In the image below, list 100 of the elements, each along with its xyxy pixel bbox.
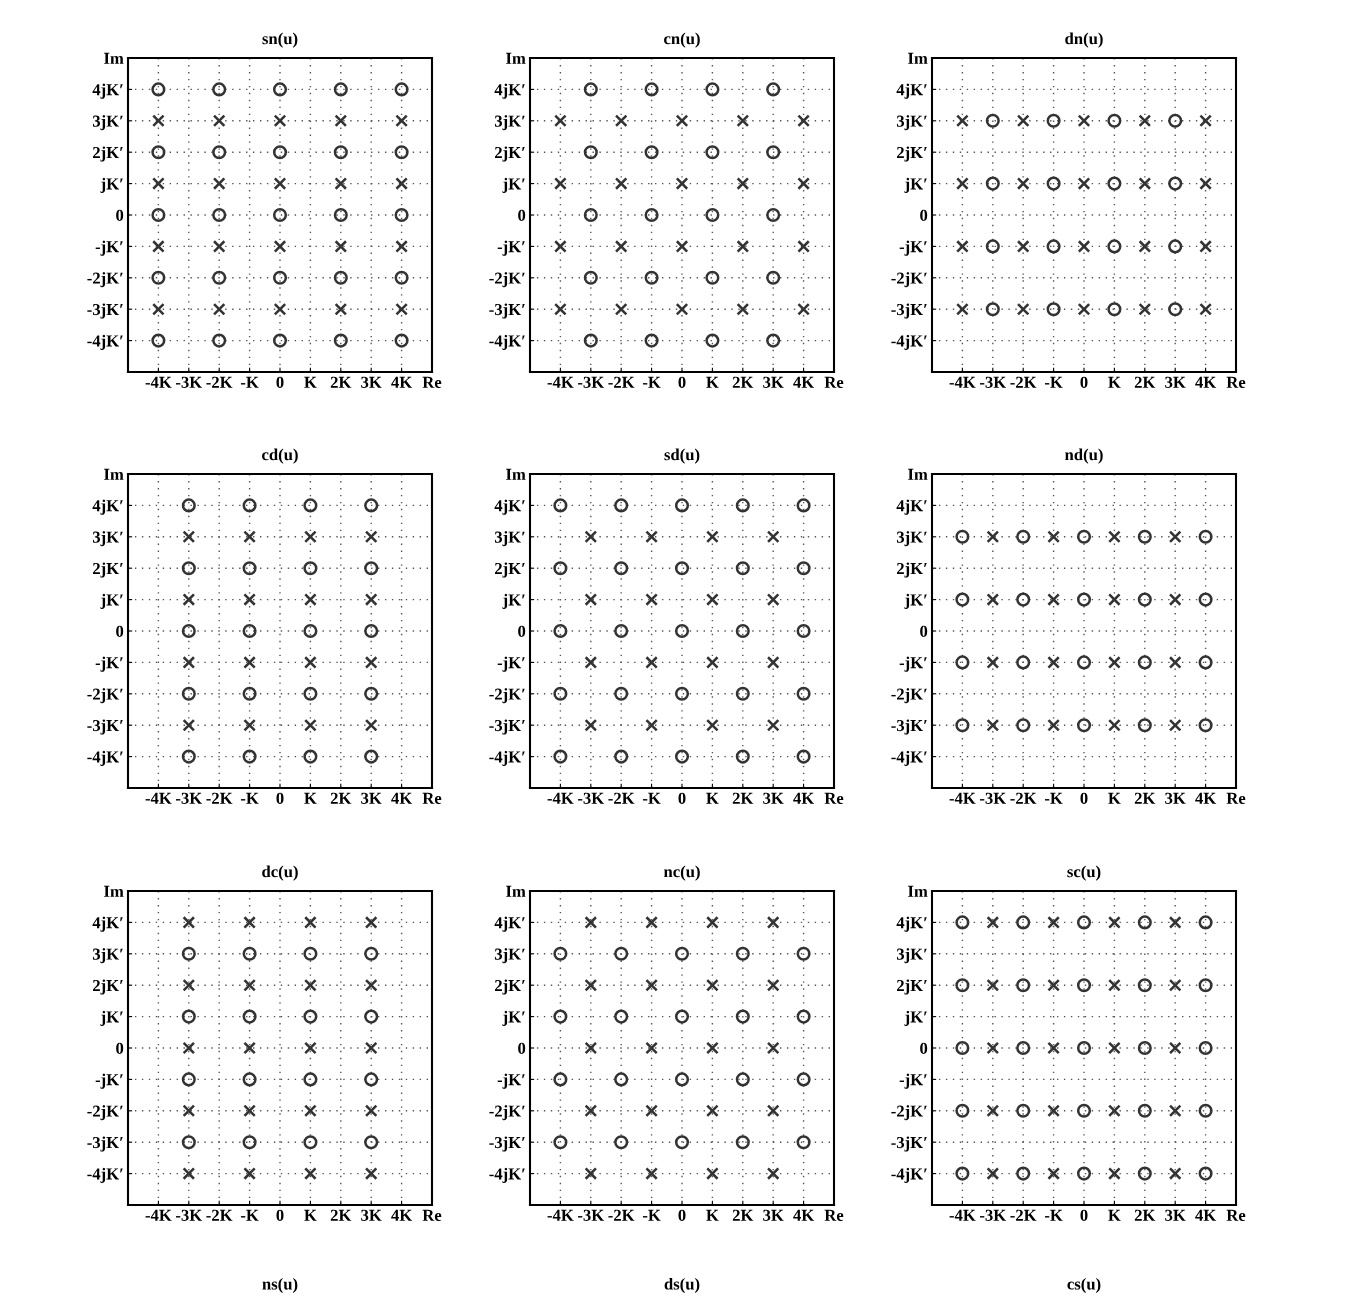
x-tick-label: -2K	[206, 376, 233, 388]
y-tick-label: -jK′	[899, 240, 927, 256]
y-tick-label: 3jK′	[92, 948, 123, 964]
y-tick-label: 4jK′	[494, 916, 525, 932]
x-tick-label: Re	[1226, 1209, 1246, 1221]
y-tick-label: 4jK′	[896, 83, 927, 99]
x-tick-label: K	[706, 376, 719, 388]
x-tick-label: 4K	[793, 1209, 815, 1221]
y-tick-label: 4jK′	[896, 499, 927, 515]
x-tick-label: 0	[1080, 792, 1088, 804]
y-tick-label: -2jK′	[87, 272, 123, 288]
x-tick-label: Re	[422, 376, 442, 388]
x-tick-label: 0	[1080, 376, 1088, 388]
y-tick-label: 3jK′	[92, 115, 123, 131]
chart-title: sc(u)	[1067, 865, 1101, 881]
y-tick-label: -jK′	[497, 240, 525, 256]
x-tick-label: K	[304, 376, 317, 388]
y-tick-label: 3jK′	[92, 531, 123, 547]
x-tick-label: -4K	[145, 1209, 172, 1221]
chart-title: dn(u)	[1065, 32, 1103, 48]
y-tick-label: -2jK′	[891, 688, 927, 704]
x-tick-label: 0	[678, 1209, 686, 1221]
text: ds(u)	[664, 1277, 700, 1293]
chart-title: cd(u)	[262, 448, 298, 464]
y-tick-label: 2jK′	[93, 562, 123, 578]
x-tick-label: 0	[276, 1209, 284, 1221]
y-tick-label: 0	[116, 625, 124, 637]
x-tick-label: K	[706, 792, 719, 804]
y-tick-label: -jK′	[497, 1073, 525, 1089]
y-tick-label: jK′	[502, 1010, 525, 1026]
y-tick-label: -4jK′	[489, 1167, 525, 1183]
x-tick-label: 3K	[361, 376, 382, 388]
x-tick-label: -4K	[949, 792, 976, 804]
x-tick-label: -2K	[1010, 1209, 1037, 1221]
y-tick-label: jK′	[502, 593, 525, 609]
x-tick-label: 2K	[732, 1209, 754, 1221]
y-tick-label: -jK′	[95, 240, 123, 256]
y-tick-label: -4jK′	[489, 334, 525, 350]
x-tick-label: 3K	[1165, 792, 1186, 804]
x-tick-label: 2K	[330, 376, 352, 388]
y-tick-label: Im	[908, 52, 928, 64]
y-tick-label: Im	[506, 468, 526, 480]
x-tick-label: 0	[1080, 1209, 1088, 1221]
x-tick-label: Re	[824, 792, 844, 804]
y-tick-label: 4jK′	[896, 916, 927, 932]
x-tick-label: 4K	[1195, 1209, 1217, 1221]
x-tick-label: 4K	[391, 1209, 413, 1221]
y-tick-label: 2jK′	[495, 146, 525, 162]
y-tick-label: 0	[518, 625, 526, 637]
x-tick-label: 3K	[763, 376, 784, 388]
y-tick-label: 0	[920, 209, 928, 221]
x-tick-label: 4K	[391, 792, 413, 804]
x-tick-label: -3K	[175, 792, 203, 804]
y-tick-label: 0	[920, 1042, 928, 1054]
x-tick-label: K	[304, 1209, 317, 1221]
y-tick-label: 2jK′	[897, 146, 927, 162]
y-tick-label: -3jK′	[87, 1136, 123, 1152]
x-tick-label: -4K	[547, 376, 574, 388]
y-tick-label: -3jK′	[891, 1136, 927, 1152]
x-tick-label: -4K	[547, 1209, 574, 1221]
x-tick-label: 0	[276, 792, 284, 804]
y-tick-label: -3jK′	[891, 303, 927, 319]
y-tick-label: -jK′	[899, 656, 927, 672]
y-tick-label: 4jK′	[494, 83, 525, 99]
x-tick-label: 3K	[1165, 1209, 1186, 1221]
y-tick-label: Im	[104, 52, 124, 64]
y-tick-label: -4jK′	[489, 750, 525, 766]
y-tick-label: -3jK′	[489, 1136, 525, 1152]
y-tick-label: 2jK′	[897, 979, 927, 995]
x-tick-label: -2K	[206, 792, 233, 804]
x-tick-label: -4K	[949, 1209, 976, 1221]
x-tick-label: -K	[240, 376, 259, 388]
x-tick-label: -2K	[1010, 376, 1037, 388]
x-tick-label: -4K	[145, 376, 172, 388]
x-tick-label: -3K	[175, 1209, 203, 1221]
x-tick-label: -3K	[979, 1209, 1007, 1221]
y-tick-label: 3jK′	[896, 531, 927, 547]
y-tick-label: Im	[506, 52, 526, 64]
y-tick-label: -3jK′	[489, 303, 525, 319]
y-tick-label: jK′	[100, 177, 123, 193]
x-tick-label: 3K	[361, 792, 382, 804]
x-tick-label: 0	[678, 376, 686, 388]
y-tick-label: 3jK′	[896, 948, 927, 964]
x-tick-label: -3K	[577, 1209, 605, 1221]
x-tick-label: 2K	[1134, 1209, 1156, 1221]
y-tick-label: -3jK′	[87, 303, 123, 319]
x-tick-label: -3K	[175, 376, 203, 388]
y-tick-label: jK′	[904, 177, 927, 193]
x-tick-label: K	[1108, 792, 1121, 804]
x-tick-label: -2K	[608, 792, 635, 804]
x-tick-label: 4K	[793, 376, 815, 388]
x-tick-label: Re	[1226, 792, 1246, 804]
y-tick-label: -3jK′	[891, 719, 927, 735]
y-tick-label: 2jK′	[93, 979, 123, 995]
y-tick-label: jK′	[904, 1010, 927, 1026]
x-tick-label: 3K	[1165, 376, 1186, 388]
x-tick-label: -K	[642, 1209, 661, 1221]
y-tick-label: 0	[116, 1042, 124, 1054]
y-tick-label: Im	[104, 468, 124, 480]
y-tick-label: -2jK′	[891, 1105, 927, 1121]
